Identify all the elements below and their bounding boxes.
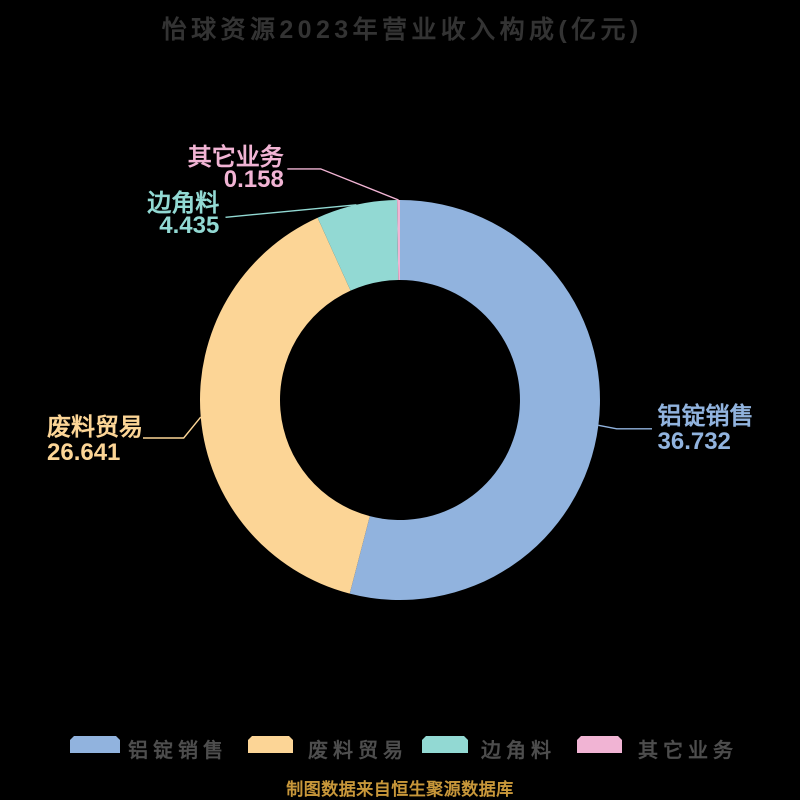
svg-text:铝锭销售: 铝锭销售 <box>658 402 754 430</box>
svg-text:废料贸易: 废料贸易 <box>47 413 143 441</box>
svg-text:36.732: 36.732 <box>658 428 731 455</box>
svg-text:0.158: 0.158 <box>224 166 284 193</box>
svg-text:26.641: 26.641 <box>47 439 120 466</box>
svg-text:4.435: 4.435 <box>159 212 219 239</box>
